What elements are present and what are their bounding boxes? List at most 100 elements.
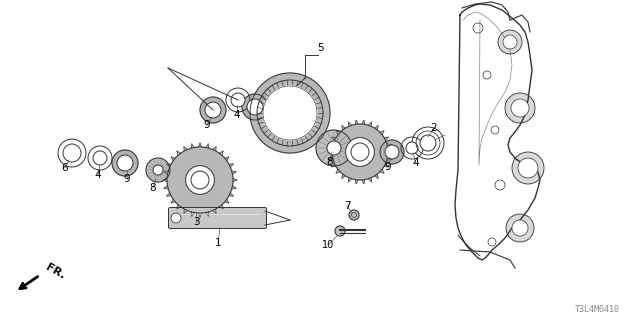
- Circle shape: [63, 144, 81, 162]
- Polygon shape: [233, 179, 237, 181]
- Circle shape: [327, 141, 341, 155]
- Polygon shape: [229, 164, 234, 167]
- Polygon shape: [388, 151, 392, 153]
- Polygon shape: [213, 209, 216, 213]
- Text: T3L4M0410: T3L4M0410: [575, 306, 620, 315]
- Polygon shape: [198, 143, 202, 147]
- Polygon shape: [362, 120, 365, 124]
- Circle shape: [200, 97, 226, 123]
- Polygon shape: [171, 157, 175, 161]
- Circle shape: [171, 213, 181, 223]
- Polygon shape: [336, 170, 340, 173]
- Polygon shape: [380, 170, 384, 173]
- Circle shape: [406, 142, 418, 154]
- Circle shape: [420, 135, 436, 151]
- Circle shape: [93, 151, 107, 165]
- Polygon shape: [232, 186, 236, 189]
- Circle shape: [247, 99, 263, 115]
- Polygon shape: [342, 126, 345, 130]
- Text: 7: 7: [344, 201, 350, 211]
- Text: 4: 4: [413, 158, 419, 168]
- Text: 4: 4: [95, 170, 101, 180]
- Circle shape: [231, 93, 245, 107]
- Text: 9: 9: [124, 174, 131, 184]
- Text: 8: 8: [326, 157, 333, 167]
- Text: 4: 4: [234, 110, 240, 120]
- Polygon shape: [375, 174, 378, 178]
- Polygon shape: [198, 213, 202, 217]
- Polygon shape: [177, 205, 180, 209]
- Circle shape: [512, 152, 544, 184]
- Text: 9: 9: [385, 162, 391, 172]
- Circle shape: [512, 220, 528, 236]
- Polygon shape: [163, 179, 167, 181]
- Circle shape: [263, 86, 317, 140]
- Circle shape: [351, 143, 369, 161]
- Circle shape: [205, 102, 221, 118]
- Polygon shape: [220, 205, 223, 209]
- Polygon shape: [166, 193, 171, 196]
- Text: FR.: FR.: [44, 262, 67, 282]
- Polygon shape: [229, 193, 234, 196]
- Circle shape: [186, 166, 214, 195]
- Circle shape: [153, 165, 163, 175]
- Text: 3: 3: [193, 217, 199, 227]
- Polygon shape: [328, 151, 332, 153]
- Polygon shape: [232, 171, 236, 174]
- Circle shape: [335, 226, 345, 236]
- Polygon shape: [342, 174, 345, 178]
- Polygon shape: [206, 144, 209, 148]
- Circle shape: [498, 30, 522, 54]
- Polygon shape: [225, 199, 229, 203]
- Circle shape: [117, 155, 133, 171]
- Polygon shape: [349, 122, 351, 126]
- Polygon shape: [375, 126, 378, 130]
- Polygon shape: [164, 186, 168, 189]
- Polygon shape: [220, 151, 223, 155]
- Circle shape: [503, 35, 517, 49]
- Text: 9: 9: [204, 120, 211, 130]
- Circle shape: [518, 158, 538, 178]
- Polygon shape: [329, 157, 333, 160]
- Circle shape: [316, 130, 352, 166]
- Circle shape: [250, 73, 330, 153]
- Polygon shape: [336, 131, 340, 134]
- Polygon shape: [213, 147, 216, 151]
- Polygon shape: [387, 157, 391, 160]
- Text: 2: 2: [431, 123, 437, 133]
- Circle shape: [506, 214, 534, 242]
- Polygon shape: [349, 178, 351, 182]
- Polygon shape: [384, 137, 388, 140]
- Circle shape: [167, 147, 233, 213]
- Polygon shape: [177, 151, 180, 155]
- Polygon shape: [206, 212, 209, 216]
- Polygon shape: [184, 209, 187, 213]
- Text: 6: 6: [61, 163, 68, 173]
- Text: 1: 1: [214, 238, 221, 248]
- Circle shape: [242, 94, 268, 120]
- Circle shape: [112, 150, 138, 176]
- Text: 10: 10: [322, 240, 334, 250]
- Polygon shape: [166, 164, 171, 167]
- Circle shape: [332, 124, 388, 180]
- Polygon shape: [355, 120, 358, 124]
- Circle shape: [346, 138, 374, 166]
- Polygon shape: [225, 157, 229, 161]
- Polygon shape: [329, 144, 333, 147]
- Circle shape: [146, 158, 170, 182]
- Polygon shape: [171, 199, 175, 203]
- Polygon shape: [164, 171, 168, 174]
- Polygon shape: [191, 144, 194, 148]
- FancyBboxPatch shape: [168, 207, 266, 228]
- Circle shape: [385, 145, 399, 159]
- Polygon shape: [384, 164, 388, 167]
- Polygon shape: [369, 178, 371, 182]
- Polygon shape: [184, 147, 187, 151]
- Polygon shape: [362, 180, 365, 184]
- Polygon shape: [332, 164, 336, 167]
- Circle shape: [349, 210, 359, 220]
- Circle shape: [191, 171, 209, 189]
- Text: 5: 5: [317, 43, 323, 53]
- Polygon shape: [332, 137, 336, 140]
- Polygon shape: [369, 122, 371, 126]
